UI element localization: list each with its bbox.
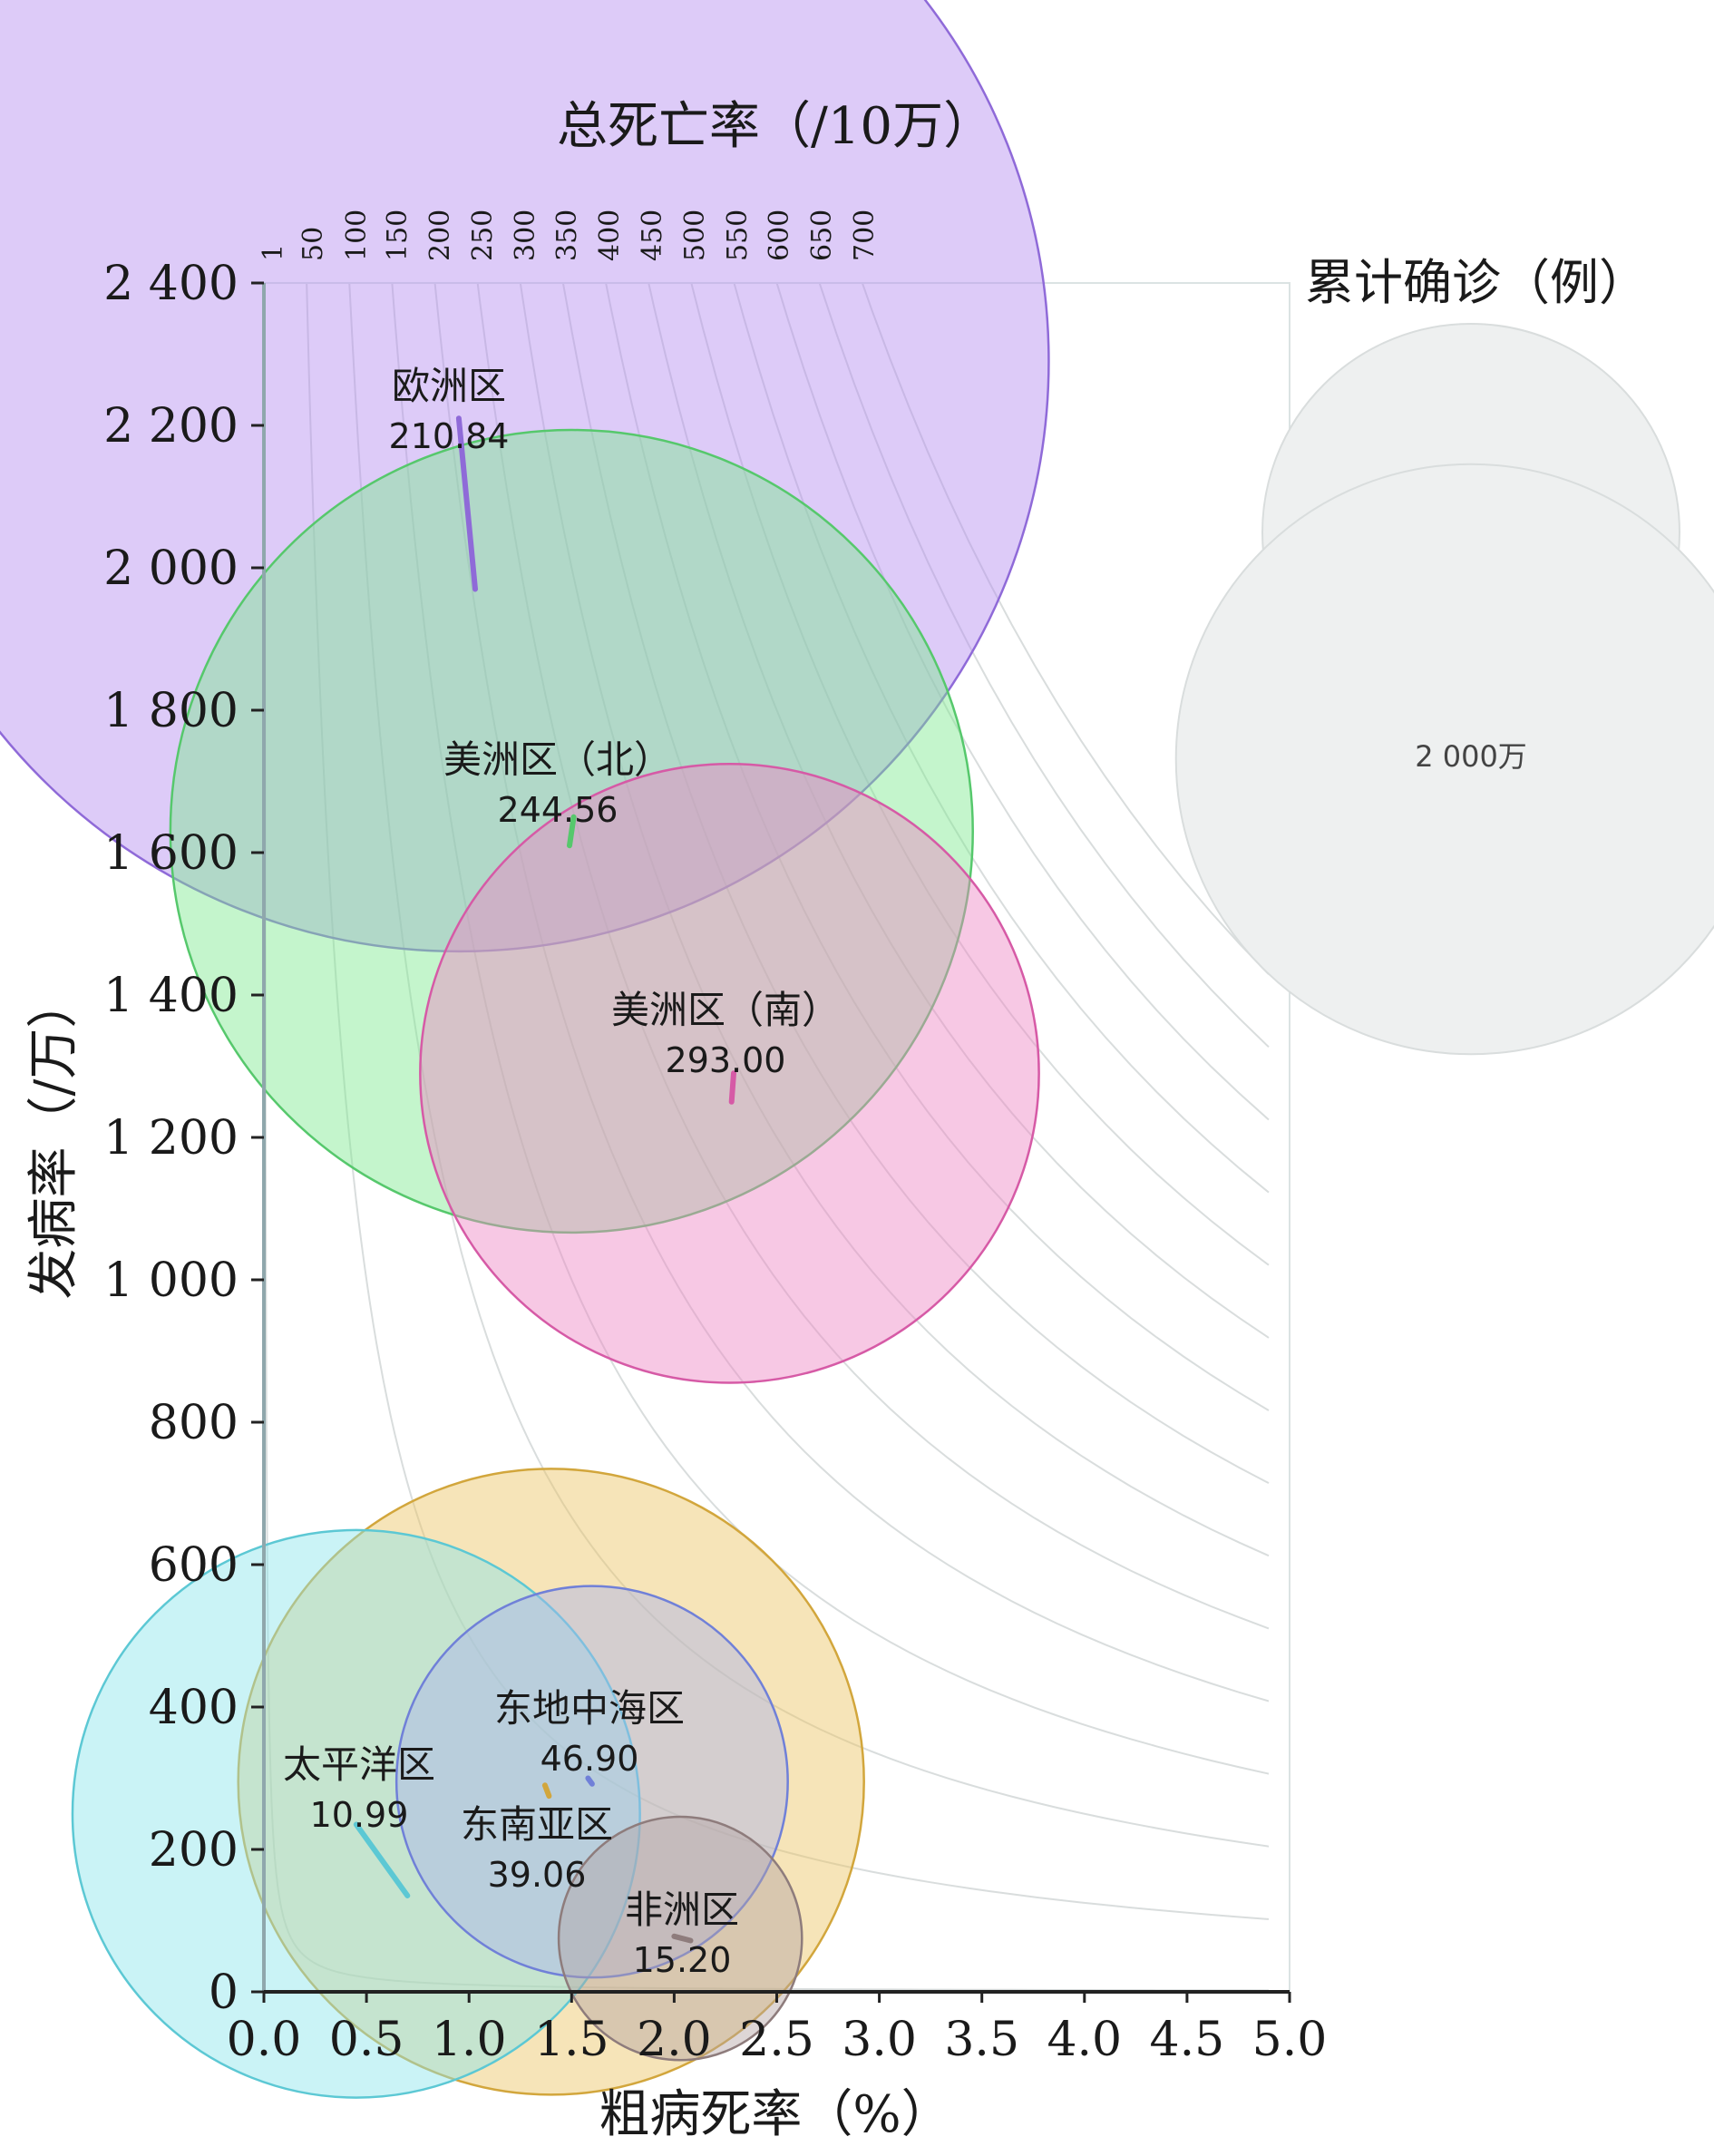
iso-mortality-lines [263,283,1270,1992]
x-tick-label: 2.0 [637,2013,712,2067]
y-tick-label: 1 200 [103,1111,239,1166]
trail-2 [728,1070,736,1105]
top-tick-label: 300 [510,210,541,261]
top-tick-label: 50 [297,227,329,261]
bubble-value-label: 210.84 [389,416,510,456]
x-tick-label: 4.5 [1150,2013,1225,2067]
top-axis-title: 总死亡率（/10万） [557,97,994,156]
top-tick-label: 100 [341,210,373,261]
trails [353,415,736,1944]
x-tick-label: 5.0 [1252,2013,1328,2067]
bubble-4 [71,1528,641,2099]
top-tick-label: 150 [382,210,414,261]
bubble-name-label: 非洲区 [625,1888,739,1932]
iso-line-1 [306,283,1270,1920]
iso-line-2 [348,283,1270,1848]
bubble-value-label: 39.06 [488,1855,587,1895]
iso-line-6 [519,283,1270,1557]
top-tick-label: 450 [637,210,668,261]
bubble-value-label: 46.90 [540,1739,639,1779]
size-legend-circle [1174,463,1714,1056]
size-legend: 累计确诊（例） 10万100万1 000万2 000万 [1174,254,1714,1056]
bubble-labels: 欧洲区 210.84 美洲区（北） 244.56 美洲区（南） 293.00 东南亚区 39.… [283,364,840,1980]
x-axis-title: 粗病死率（%） [599,2085,951,2144]
size-legend-title: 累计确诊（例） [1305,254,1648,311]
bubble-value-label: 15.20 [633,1940,732,1980]
y-tick-label: 2 200 [103,399,239,454]
axes: 0.0 0.5 1.0 1.5 2.0 2.5 3.0 3.5 4.0 4.5 5.0 0 200 400… [103,257,1327,2067]
y-tick-label: 2 400 [103,257,239,311]
y-tick-label: 1 000 [103,1254,239,1308]
bubble-name-label: 美洲区（北） [443,737,672,782]
bubble-value-label: 293.00 [666,1040,786,1080]
trail-5 [585,1775,595,1787]
y-tick-label: 1 800 [103,684,239,738]
top-tick-label: 250 [467,210,499,261]
iso-line-4 [433,283,1270,1702]
y-tick-label: 0 [209,1966,239,2020]
bubble-2 [419,762,1040,1384]
x-tick-label: 3.0 [842,2013,917,2067]
top-tick-label: 500 [679,210,711,261]
bubble-name-label: 太平洋区 [283,1742,435,1787]
bubble-name-label: 美洲区（南） [611,988,840,1032]
top-tick-label: 200 [424,210,456,261]
y-tick-label: 1 400 [103,969,239,1023]
y-axis-title: 发病率（/万） [24,978,83,1300]
top-tick-label: 400 [594,210,626,261]
bubble-name-label: 东南亚区 [461,1802,613,1847]
bubble-value-label: 244.56 [498,790,618,830]
y-tick-label: 1 600 [103,826,239,881]
bubbles [0,0,1050,2099]
top-tick-labels: 1 50 100 150 200 250 300 350 400 450 500 550 600 650 7… [258,210,881,261]
bubble-3 [237,1468,865,2096]
y-tick-label: 2 000 [103,541,239,596]
iso-line-5 [476,283,1270,1630]
x-tick-label: 1.5 [534,2013,609,2067]
bubble-value-label: 10.99 [310,1795,409,1835]
x-tick-label: 4.0 [1047,2013,1122,2067]
top-tick-label: 550 [722,210,754,261]
x-tick-label: 1.0 [432,2013,507,2067]
top-tick-label: 600 [764,210,795,261]
bubble-name-label: 东地中海区 [494,1686,685,1731]
y-tick-label: 800 [149,1396,239,1450]
top-tick-label: 1 [258,244,289,261]
iso-line-7 [561,283,1270,1484]
x-tick-label: 3.5 [944,2013,1019,2067]
iso-line-0 [263,283,1270,1992]
top-tick-label: 650 [806,210,838,261]
trail-4 [353,1821,411,1898]
top-tick-label: 700 [849,210,881,261]
y-tick-label: 400 [149,1681,239,1735]
trail-1 [567,814,577,849]
size-legend-label: 2 000万 [1415,739,1527,774]
y-tick-label: 200 [149,1823,239,1878]
x-tick-label: 2.5 [739,2013,814,2067]
trail-6 [671,1933,694,1944]
y-tick-label: 600 [149,1538,239,1593]
bubble-name-label: 欧洲区 [392,364,506,408]
x-tick-label: 0.0 [227,2013,302,2067]
trail-0 [455,415,478,592]
x-tick-label: 0.5 [329,2013,404,2067]
iso-line-3 [391,283,1270,1775]
top-tick-label: 350 [551,210,583,261]
trail-3 [541,1782,552,1800]
